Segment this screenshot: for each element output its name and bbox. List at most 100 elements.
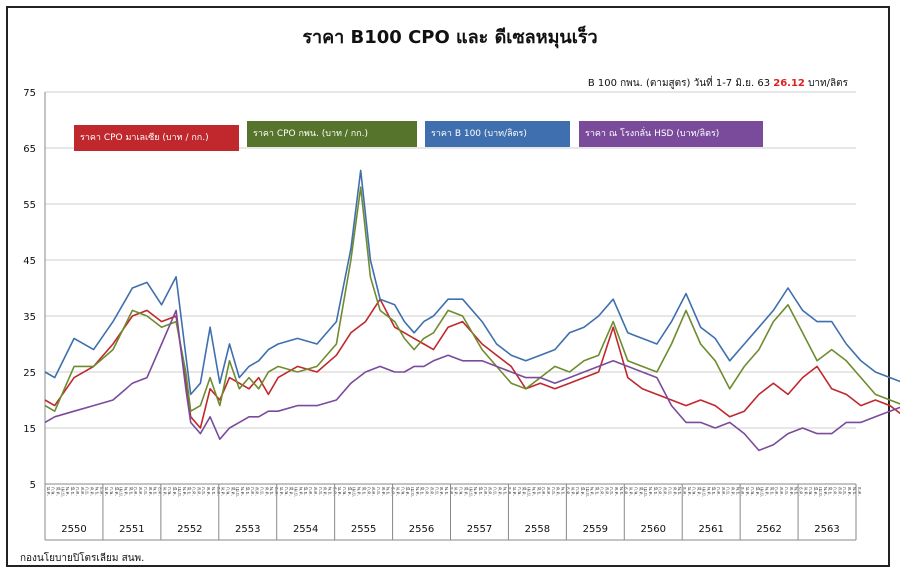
x-month-label: พ.ย. <box>268 487 274 496</box>
x-month-label: มี.ค. <box>404 487 411 496</box>
x-month-label: ส.ค. <box>254 487 260 496</box>
x-year-label: 2556 <box>409 524 434 535</box>
legend-b100: ราคา B 100 (บาท/ลิตร) <box>425 121 570 147</box>
x-month-label: ก.ค. <box>424 487 429 496</box>
x-month-label: ม.ค. <box>161 487 166 496</box>
x-month-label: ก.พ. <box>399 487 405 496</box>
x-month-label: ส.ค. <box>195 487 201 496</box>
x-month-label: เม.ย. <box>817 487 822 497</box>
x-month-label: ส.ค. <box>312 487 318 496</box>
x-month-label: ก.ย. <box>608 487 613 495</box>
x-month-label: ม.ค. <box>394 487 399 496</box>
series-line-cpo-malaysia <box>44 298 900 429</box>
x-month-label: ต.ค. <box>263 487 268 496</box>
x-month-label: มี.ค. <box>521 487 528 496</box>
x-month-label: มิ.ย. <box>535 487 541 496</box>
x-year-label: 2560 <box>641 524 666 535</box>
x-month-label: ก.ค. <box>832 487 837 496</box>
x-month-label: มี.ค. <box>637 487 644 496</box>
x-month-label: ต.ค. <box>788 487 793 496</box>
x-month-label: มิ.ย. <box>594 487 600 496</box>
x-month-label: ก.ค. <box>307 487 312 496</box>
x-month-label: มี.ค. <box>171 487 178 496</box>
x-month-label: เม.ย. <box>759 487 764 497</box>
x-month-label: ก.ย. <box>666 487 671 495</box>
x-month-label: เม.ย. <box>700 487 705 497</box>
x-month-label: มิ.ย. <box>419 487 425 496</box>
x-month-label: ส.ค. <box>836 487 842 496</box>
x-month-label: ม.ค. <box>628 487 633 496</box>
x-month-label: พ.ค. <box>414 487 420 496</box>
chart-source: กองนโยบายปิโตรเลียม สนพ. <box>20 553 145 564</box>
x-month-label: ธ.ค. <box>623 487 629 496</box>
x-month-label: ก.พ. <box>691 487 697 496</box>
x-month-label: ต.ค. <box>613 487 618 496</box>
x-year-label: 2561 <box>698 524 723 535</box>
x-month-label: ก.ย. <box>258 487 263 495</box>
x-month-label: ต.ค. <box>730 487 735 496</box>
x-year-label: 2562 <box>756 524 781 535</box>
legend-label-cpo-dede: ราคา CPO กพน. (บาท / กก.) <box>253 129 368 139</box>
x-month-label: ก.ค. <box>249 487 254 496</box>
x-month-label: ก.พ. <box>574 487 580 496</box>
x-month-label: พ.ค. <box>589 487 595 496</box>
x-month-label: ก.พ. <box>341 487 347 496</box>
x-month-label: ธ.ค. <box>215 487 221 496</box>
x-month-label: มิ.ย. <box>69 487 75 496</box>
x-month-label: ต.ค. <box>671 487 676 496</box>
x-month-label: ก.พ. <box>50 487 56 496</box>
x-month-label: ก.พ. <box>283 487 289 496</box>
legend-cpo-malaysia: ราคา CPO มาเลเซีย (บาท / กก.) <box>74 125 239 151</box>
x-month-label: เม.ย. <box>234 487 239 497</box>
x-year-label: 2550 <box>61 524 86 535</box>
x-month-label: ม.ค. <box>686 487 691 496</box>
x-month-label: มิ.ย. <box>360 487 366 496</box>
x-month-label: ส.ค. <box>370 487 376 496</box>
legend-hsd: ราคา ณ โรงกลั่น HSD (บาท/ลิตร) <box>579 121 763 147</box>
x-year-label: 2551 <box>119 524 144 535</box>
x-month-label: ก.ย. <box>375 487 380 495</box>
x-month-label: มิ.ย. <box>710 487 716 496</box>
x-month-label: เม.ย. <box>351 487 356 497</box>
x-month-label: พ.ย. <box>618 487 624 496</box>
x-month-label: ต.ค. <box>496 487 501 496</box>
x-month-label: มี.ค. <box>288 487 295 496</box>
x-month-label: ม.ค. <box>511 487 516 496</box>
x-month-label: พ.ย. <box>210 487 216 496</box>
x-month-label: พ.ค. <box>647 487 653 496</box>
x-month-label: พ.ค. <box>472 487 478 496</box>
x-month-label: ก.พ. <box>749 487 755 496</box>
x-month-label: ธ.ค. <box>681 487 687 496</box>
x-month-label: มิ.ย. <box>768 487 774 496</box>
x-month-label: พ.ย. <box>560 487 566 496</box>
x-month-label: มิ.ย. <box>302 487 308 496</box>
x-month-label: เม.ย. <box>526 487 531 497</box>
x-month-label: ม.ค. <box>220 487 225 496</box>
x-month-label: พ.ค. <box>64 487 70 496</box>
x-month-label: ก.พ. <box>108 487 114 496</box>
x-month-label: มี.ค. <box>229 487 236 496</box>
x-month-label: พ.ค. <box>123 487 129 496</box>
x-month-label: ส.ค. <box>487 487 493 496</box>
x-month-label: ก.ค. <box>132 487 137 496</box>
x-month-label: ธ.ค. <box>156 487 162 496</box>
x-month-label: เม.ย. <box>584 487 589 497</box>
x-month-label: ก.ค. <box>365 487 370 496</box>
x-month-label: มิ.ย. <box>244 487 250 496</box>
x-month-label: มี.ค. <box>113 487 120 496</box>
x-month-label: เม.ย. <box>118 487 123 497</box>
x-month-label: ก.ย. <box>783 487 788 495</box>
x-month-label: เม.ย. <box>642 487 647 497</box>
x-month-label: พ.ค. <box>764 487 770 496</box>
x-month-label: ส.ค. <box>720 487 726 496</box>
x-month-label: ธ.ค. <box>564 487 570 496</box>
x-month-label: ก.ย. <box>317 487 322 495</box>
y-tick-label: 15 <box>23 424 36 435</box>
x-month-label: มี.ค. <box>812 487 819 496</box>
legend-label-b100: ราคา B 100 (บาท/ลิตร) <box>431 129 527 139</box>
x-month-label: พ.ค. <box>239 487 245 496</box>
x-month-label: พ.ย. <box>152 487 158 496</box>
series-line-cpo-dede <box>44 186 900 412</box>
legend-label-cpo-malaysia: ราคา CPO มาเลเซีย (บาท / กก.) <box>80 133 209 143</box>
x-month-label: ก.พ. <box>632 487 638 496</box>
